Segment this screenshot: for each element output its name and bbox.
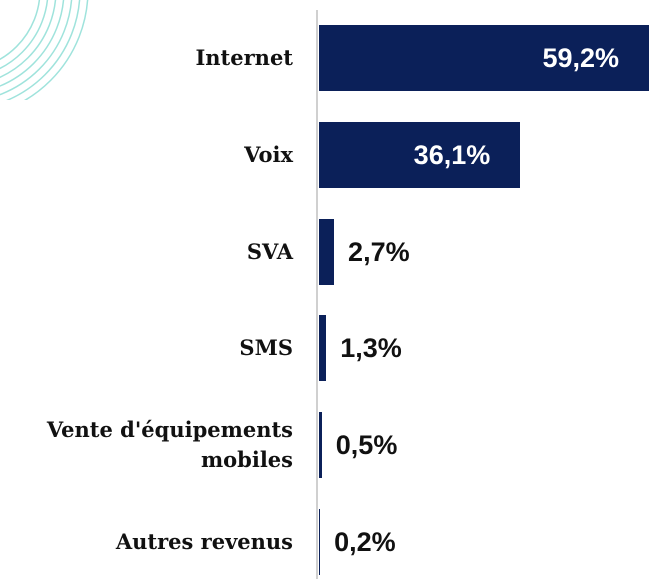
bar bbox=[319, 412, 322, 479]
axis-line bbox=[316, 10, 318, 579]
bar bbox=[319, 315, 327, 382]
category-label: SVA bbox=[246, 238, 293, 264]
bar bbox=[319, 121, 521, 188]
value-label: 0,5% bbox=[335, 430, 398, 461]
category-label: Autres revenus bbox=[115, 529, 293, 554]
category-label: Vente d'équipements mobiles bbox=[46, 417, 293, 473]
bar bbox=[319, 25, 649, 91]
category-label: Voix bbox=[244, 141, 293, 167]
value-label: 0,2% bbox=[334, 527, 396, 557]
category-label: SMS bbox=[239, 335, 293, 361]
value-label: 59,2% bbox=[542, 43, 619, 73]
category-label: Internet bbox=[195, 45, 293, 70]
value-label: 36,1% bbox=[413, 139, 491, 170]
bar bbox=[319, 509, 321, 575]
bar bbox=[319, 218, 335, 285]
value-label: 2,7% bbox=[348, 236, 410, 267]
value-label: 1,3% bbox=[340, 333, 402, 364]
